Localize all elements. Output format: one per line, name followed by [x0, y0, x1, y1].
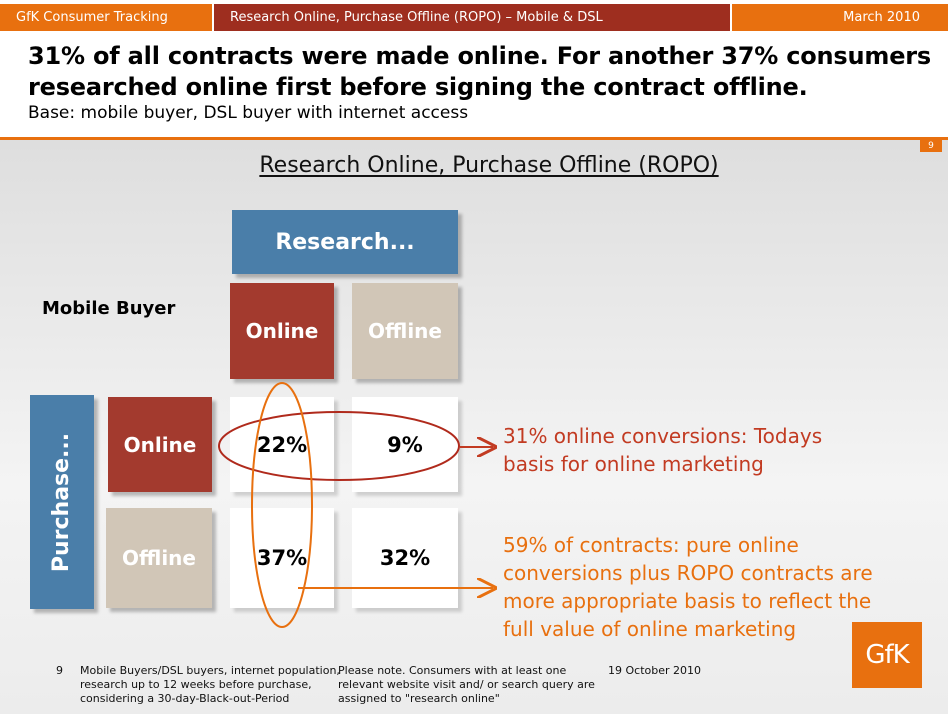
- annotation-line: 59% of contracts: pure online: [503, 533, 799, 557]
- annotation-ropo-contracts: 59% of contracts: pure online conversion…: [503, 531, 873, 643]
- annotation-line: 31% online conversions: Todays: [503, 424, 823, 448]
- chart-title: Research Online, Purchase Offline (ROPO): [0, 151, 948, 181]
- topbar-section-title: Research Online, Purchase Offline (ROPO)…: [214, 4, 730, 31]
- gfk-logo-text: GfK: [865, 640, 909, 670]
- col-header-offline-label: Offline: [368, 319, 442, 343]
- footnote-number: 9: [56, 664, 63, 677]
- row-header-offline-label: Offline: [122, 546, 196, 570]
- footnote-line: relevant website visit and/ or search qu…: [338, 678, 595, 691]
- annotation-line: more appropriate basis to reflect the: [503, 589, 872, 613]
- footnote-line: considering a 30-day-Black-out-Period: [80, 692, 290, 705]
- online-column-ellipse: [251, 382, 313, 628]
- footer-date: 19 October 2010: [608, 664, 702, 677]
- gfk-logo: GfK: [852, 622, 922, 688]
- col-header-offline: Offline: [352, 283, 458, 379]
- research-header-label: Research...: [275, 229, 415, 255]
- col-header-online: Online: [230, 283, 334, 379]
- annotation-online-conversions: 31% online conversions: Todays basis for…: [503, 422, 822, 478]
- footnote-research-note: Please note. Consumers with at least one…: [338, 664, 598, 706]
- segment-label: Mobile Buyer: [42, 298, 176, 319]
- footnote-line: Please note. Consumers with at least one: [338, 664, 567, 677]
- chart-title-text: Research Online, Purchase Offline (ROPO): [259, 153, 719, 178]
- row-header-offline: Offline: [106, 508, 212, 608]
- top-bar: GfK Consumer Tracking Research Online, P…: [0, 0, 948, 33]
- row-header-online: Online: [108, 397, 212, 492]
- cell-offline-offline: 32%: [352, 508, 458, 608]
- slide-headline: 31% of all contracts were made online. F…: [28, 42, 932, 101]
- headline-area: 31% of all contracts were made online. F…: [0, 33, 948, 141]
- footnote-population: Mobile Buyers/DSL buyers, internet popul…: [80, 664, 340, 706]
- page-number-badge: 9: [920, 140, 942, 152]
- annotation-line: basis for online marketing: [503, 452, 764, 476]
- footnote-line: research up to 12 weeks before purchase,: [80, 678, 312, 691]
- topbar-brand: GfK Consumer Tracking: [0, 4, 212, 31]
- footnote-line: Mobile Buyers/DSL buyers, internet popul…: [80, 664, 340, 677]
- row-header-online-label: Online: [123, 432, 197, 457]
- annotation-line: conversions plus ROPO contracts are: [503, 561, 873, 585]
- slide-base-note: Base: mobile buyer, DSL buyer with inter…: [28, 103, 469, 123]
- online-row-ellipse: [218, 411, 460, 481]
- annotation-line: full value of online marketing: [503, 617, 797, 641]
- header-divider: [0, 137, 948, 140]
- purchase-header: Purchase...: [30, 395, 94, 609]
- col-header-online-label: Online: [245, 319, 319, 343]
- cell-offline-online: 37%: [230, 508, 334, 608]
- research-header: Research...: [232, 210, 458, 274]
- topbar-date: March 2010: [732, 4, 948, 31]
- footnote-line: assigned to "research online": [338, 692, 500, 705]
